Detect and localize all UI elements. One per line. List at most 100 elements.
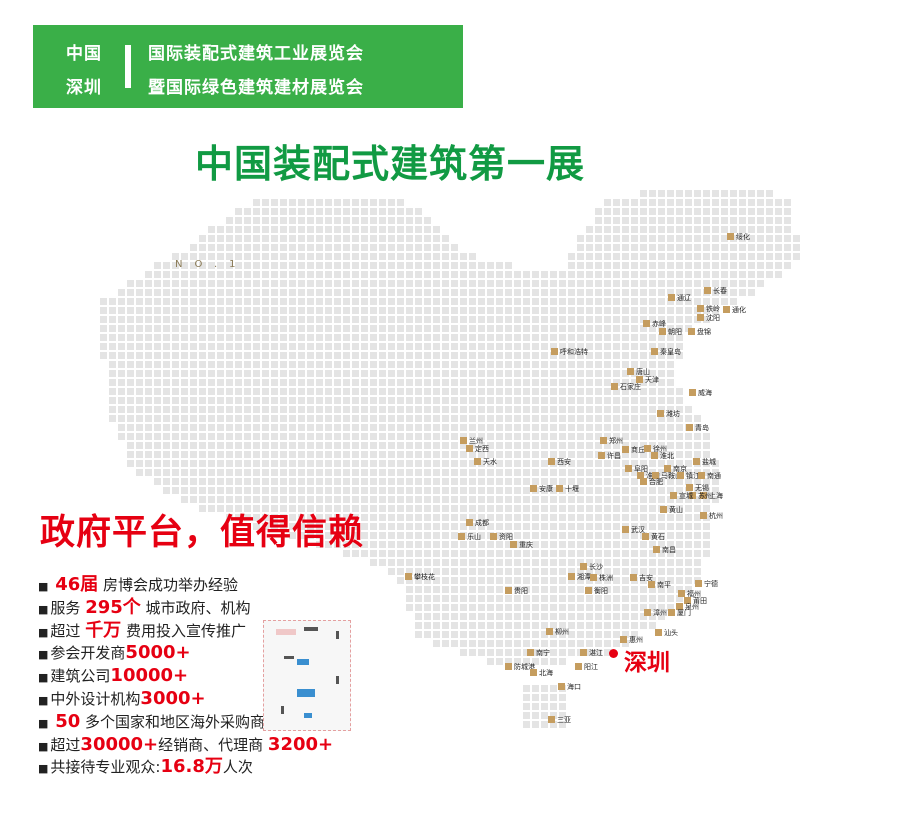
map-grid-cell xyxy=(397,280,404,287)
map-grid-cell xyxy=(424,316,431,323)
city-name: 合肥 xyxy=(649,478,663,486)
map-grid-cell xyxy=(208,271,215,278)
bullet-icon: ■ xyxy=(38,716,49,730)
map-grid-cell xyxy=(577,514,584,521)
map-grid-cell xyxy=(658,406,665,413)
map-grid-cell xyxy=(451,640,458,647)
map-grid-cell xyxy=(514,424,521,431)
map-grid-cell xyxy=(298,307,305,314)
map-grid-cell xyxy=(514,451,521,458)
map-grid-cell xyxy=(622,478,629,485)
map-grid-cell xyxy=(163,433,170,440)
map-grid-cell xyxy=(451,262,458,269)
map-grid-cell xyxy=(325,334,332,341)
map-grid-cell xyxy=(550,370,557,377)
map-grid-cell xyxy=(451,352,458,359)
map-grid-cell xyxy=(271,244,278,251)
map-grid-cell xyxy=(622,262,629,269)
map-grid-cell xyxy=(289,262,296,269)
map-grid-cell xyxy=(208,361,215,368)
map-grid-cell xyxy=(352,379,359,386)
map-grid-cell xyxy=(532,334,539,341)
map-grid-cell xyxy=(154,406,161,413)
map-grid-cell xyxy=(568,604,575,611)
map-grid-cell xyxy=(388,388,395,395)
map-grid-cell xyxy=(640,343,647,350)
map-grid-cell xyxy=(721,199,728,206)
map-grid-cell xyxy=(325,208,332,215)
map-grid-cell xyxy=(622,361,629,368)
map-grid-cell xyxy=(262,478,269,485)
map-grid-cell xyxy=(406,460,413,467)
map-grid-cell xyxy=(667,469,674,476)
map-grid-cell xyxy=(685,541,692,548)
map-grid-cell xyxy=(550,433,557,440)
map-grid-cell xyxy=(595,253,602,260)
map-grid-cell xyxy=(505,307,512,314)
map-grid-cell xyxy=(766,208,773,215)
map-grid-cell xyxy=(424,442,431,449)
map-grid-cell xyxy=(523,433,530,440)
map-grid-cell xyxy=(136,343,143,350)
map-grid-cell xyxy=(532,388,539,395)
map-grid-cell xyxy=(172,487,179,494)
map-grid-cell xyxy=(550,613,557,620)
map-grid-cell xyxy=(631,415,638,422)
map-grid-cell xyxy=(298,505,305,512)
map-grid-cell xyxy=(604,217,611,224)
map-grid-cell xyxy=(334,262,341,269)
map-grid-cell xyxy=(442,343,449,350)
map-grid-cell xyxy=(550,379,557,386)
map-grid-cell xyxy=(541,523,548,530)
map-grid-cell xyxy=(199,307,206,314)
city-name: 湛江 xyxy=(589,649,603,657)
map-grid-cell xyxy=(451,577,458,584)
map-grid-cell xyxy=(676,388,683,395)
map-grid-cell xyxy=(631,325,638,332)
map-grid-cell xyxy=(721,190,728,197)
map-grid-cell xyxy=(136,352,143,359)
map-grid-cell xyxy=(334,361,341,368)
map-grid-cell xyxy=(478,379,485,386)
map-grid-cell xyxy=(595,568,602,575)
map-grid-cell xyxy=(514,343,521,350)
map-grid-cell xyxy=(163,262,170,269)
map-grid-cell xyxy=(757,262,764,269)
map-grid-cell xyxy=(460,640,467,647)
map-grid-cell xyxy=(442,280,449,287)
city-square-icon xyxy=(458,533,465,540)
map-grid-cell xyxy=(325,433,332,440)
map-grid-cell xyxy=(307,496,314,503)
map-grid-cell xyxy=(127,289,134,296)
map-grid-cell xyxy=(361,397,368,404)
map-grid-cell xyxy=(478,631,485,638)
map-grid-cell xyxy=(568,307,575,314)
map-grid-cell xyxy=(496,289,503,296)
map-grid-cell xyxy=(217,496,224,503)
map-grid-cell xyxy=(442,316,449,323)
map-grid-cell xyxy=(181,253,188,260)
map-grid-cell xyxy=(676,325,683,332)
map-grid-cell xyxy=(532,505,539,512)
map-grid-cell xyxy=(649,217,656,224)
map-grid-cell xyxy=(316,334,323,341)
map-grid-cell xyxy=(478,478,485,485)
city-name: 黄石 xyxy=(651,533,665,541)
map-grid-cell xyxy=(541,604,548,611)
map-grid-cell xyxy=(730,262,737,269)
map-grid-cell xyxy=(514,613,521,620)
map-grid-cell xyxy=(559,496,566,503)
map-grid-cell xyxy=(127,451,134,458)
map-grid-cell xyxy=(226,469,233,476)
map-grid-cell xyxy=(631,271,638,278)
map-grid-cell xyxy=(334,397,341,404)
map-grid-cell xyxy=(550,307,557,314)
map-grid-cell xyxy=(577,460,584,467)
map-grid-cell xyxy=(181,352,188,359)
map-grid-cell xyxy=(181,424,188,431)
map-grid-cell xyxy=(163,478,170,485)
map-grid-cell xyxy=(406,550,413,557)
map-grid-cell xyxy=(469,541,476,548)
map-grid-cell xyxy=(613,631,620,638)
map-grid-cell xyxy=(613,379,620,386)
